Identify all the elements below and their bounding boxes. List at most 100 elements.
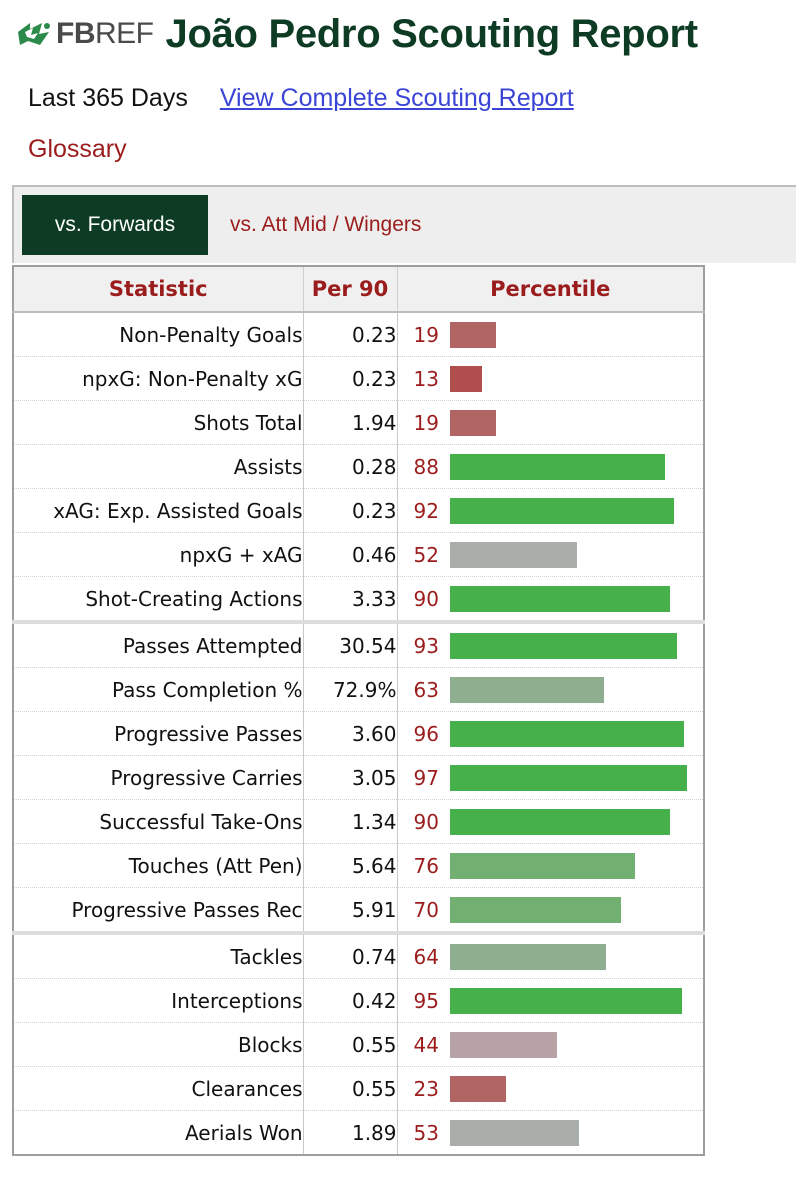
- comparison-tabbar: vs. Forwards vs. Att Mid / Wingers: [12, 185, 796, 263]
- header-statistic[interactable]: Statistic: [12, 265, 304, 313]
- stat-name[interactable]: xAG: Exp. Assisted Goals: [12, 488, 304, 533]
- table-row: Pass Completion % 72.9% 63: [12, 667, 705, 712]
- table-row: Assists 0.28 88: [12, 444, 705, 489]
- stat-name[interactable]: Shots Total: [12, 400, 304, 445]
- stat-name[interactable]: Blocks: [12, 1022, 304, 1067]
- stat-name[interactable]: Aerials Won: [12, 1110, 304, 1156]
- stat-name[interactable]: npxG: Non-Penalty xG: [12, 356, 304, 401]
- percentile-value: 76: [413, 853, 439, 878]
- percentile-bar: [449, 322, 496, 348]
- stat-name[interactable]: Non-Penalty Goals: [12, 312, 304, 357]
- percentile-bar: [449, 809, 670, 835]
- percentile-bar: [449, 897, 621, 923]
- percentile-cell: 23: [396, 1066, 705, 1111]
- stat-name[interactable]: Shot-Creating Actions: [12, 576, 304, 624]
- per90-value: 1.89: [302, 1110, 398, 1156]
- stat-name[interactable]: Clearances: [12, 1066, 304, 1111]
- table-row: Shots Total 1.94 19: [12, 400, 705, 445]
- stat-name[interactable]: Progressive Passes Rec: [12, 887, 304, 935]
- table-row: npxG + xAG 0.46 52: [12, 532, 705, 577]
- stat-name[interactable]: npxG + xAG: [12, 532, 304, 577]
- percentile-bar: [449, 853, 635, 879]
- per90-value: 0.46: [302, 532, 398, 577]
- percentile-value: 44: [413, 1032, 439, 1057]
- table-row: Progressive Passes Rec 5.91 70: [12, 887, 705, 935]
- percentile-cell: 93: [396, 622, 705, 668]
- percentile-bar: [449, 944, 606, 970]
- table-row: Passes Attempted 30.54 93: [12, 622, 705, 668]
- percentile-cell: 13: [396, 356, 705, 401]
- percentile-cell: 70: [396, 887, 705, 935]
- percentile-value: 97: [413, 765, 439, 790]
- header-per90[interactable]: Per 90: [302, 265, 398, 313]
- stat-name[interactable]: Tackles: [12, 933, 304, 979]
- period-label: Last 365 Days: [28, 83, 188, 112]
- stat-name[interactable]: Progressive Passes: [12, 711, 304, 756]
- percentile-value: 52: [413, 542, 439, 567]
- stat-name[interactable]: Passes Attempted: [12, 622, 304, 668]
- per90-value: 0.42: [302, 978, 398, 1023]
- stat-name[interactable]: Successful Take-Ons: [12, 799, 304, 844]
- table-body: Non-Penalty Goals 0.23 19 npxG: Non-Penalty…: [12, 312, 705, 1156]
- complete-report-link[interactable]: View Complete Scouting Report: [219, 83, 574, 112]
- percentile-bar: [449, 454, 665, 480]
- percentile-value: 93: [413, 633, 439, 658]
- percentile-bar: [449, 721, 684, 747]
- fbref-logo[interactable]: FBREF: [16, 17, 154, 51]
- percentile-cell: 44: [396, 1022, 705, 1067]
- per90-value: 3.33: [302, 576, 398, 624]
- percentile-bar: [449, 542, 577, 568]
- stat-name[interactable]: Progressive Carries: [12, 755, 304, 800]
- percentile-value: 92: [413, 498, 439, 523]
- percentile-value: 63: [413, 677, 439, 702]
- table-row: Progressive Carries 3.05 97: [12, 755, 705, 800]
- scouting-table: Statistic Per 90 Percentile Non-Penalty …: [12, 265, 705, 1156]
- table-row: Touches (Att Pen) 5.64 76: [12, 843, 705, 888]
- fbref-logo-icon: [18, 23, 50, 45]
- glossary-link[interactable]: Glossary: [28, 135, 127, 163]
- stat-name[interactable]: Touches (Att Pen): [12, 843, 304, 888]
- percentile-cell: 96: [396, 711, 705, 756]
- stat-name[interactable]: Assists: [12, 444, 304, 489]
- stat-name[interactable]: Interceptions: [12, 978, 304, 1023]
- per90-value: 5.64: [302, 843, 398, 888]
- percentile-cell: 19: [396, 312, 705, 357]
- table-row: Successful Take-Ons 1.34 90: [12, 799, 705, 844]
- table-row: xAG: Exp. Assisted Goals 0.23 92: [12, 488, 705, 533]
- tab-vs-forwards[interactable]: vs. Forwards: [22, 195, 208, 255]
- table-row: npxG: Non-Penalty xG 0.23 13: [12, 356, 705, 401]
- percentile-bar: [449, 498, 674, 524]
- per90-value: 0.55: [302, 1022, 398, 1067]
- percentile-value: 13: [413, 366, 439, 391]
- percentile-value: 88: [413, 454, 439, 479]
- per90-value: 30.54: [302, 622, 398, 668]
- percentile-value: 53: [413, 1120, 439, 1145]
- percentile-cell: 90: [396, 576, 705, 624]
- per90-value: 0.23: [302, 488, 398, 533]
- table-row: Blocks 0.55 44: [12, 1022, 705, 1067]
- percentile-bar: [449, 988, 682, 1014]
- header-percentile[interactable]: Percentile: [396, 265, 705, 313]
- stat-name[interactable]: Pass Completion %: [12, 667, 304, 712]
- percentile-value: 90: [413, 809, 439, 834]
- per90-value: 0.28: [302, 444, 398, 489]
- percentile-cell: 64: [396, 933, 705, 979]
- percentile-value: 95: [413, 988, 439, 1013]
- per90-value: 0.55: [302, 1066, 398, 1111]
- percentile-cell: 63: [396, 667, 705, 712]
- table-row: Shot-Creating Actions 3.33 90: [12, 576, 705, 624]
- percentile-value: 19: [413, 410, 439, 435]
- percentile-cell: 76: [396, 843, 705, 888]
- percentile-cell: 92: [396, 488, 705, 533]
- percentile-bar: [449, 633, 677, 659]
- percentile-bar: [449, 410, 496, 436]
- percentile-value: 23: [413, 1076, 439, 1101]
- percentile-cell: 52: [396, 532, 705, 577]
- page-header: FBREF João Pedro Scouting Report: [16, 8, 786, 60]
- tab-vs-att-mid-wingers[interactable]: vs. Att Mid / Wingers: [230, 213, 422, 236]
- per90-value: 3.60: [302, 711, 398, 756]
- table-row: Non-Penalty Goals 0.23 19: [12, 312, 705, 357]
- per90-value: 5.91: [302, 887, 398, 935]
- percentile-bar: [449, 1032, 557, 1058]
- per90-value: 1.34: [302, 799, 398, 844]
